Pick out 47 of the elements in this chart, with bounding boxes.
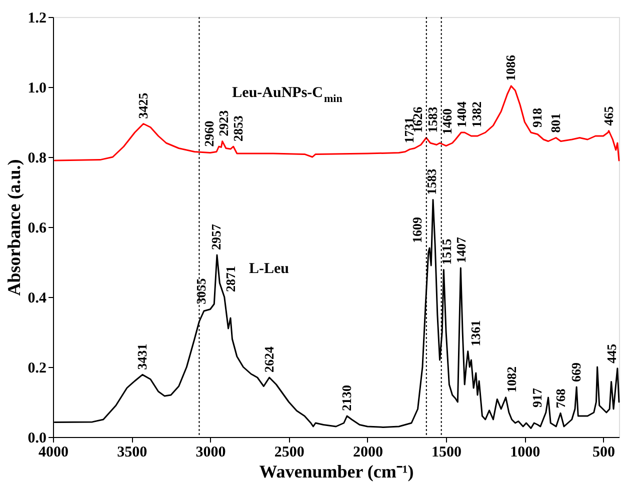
x-tick-label: 3500 [117,444,148,460]
annotation: 801 [548,113,563,133]
annotation: 1082 [504,366,519,392]
y-tick-label: 1.0 [28,80,46,96]
annotation: 1609 [409,216,424,243]
line-series [54,85,620,162]
x-tick-label: 500 [592,444,616,460]
annotation: 465 [600,106,616,126]
annotation: 2957 [208,224,224,250]
y-tick-label: 0.2 [28,360,46,376]
x-tick-label: 2500 [274,444,304,460]
annotation: 3055 [194,278,209,304]
annotation: 3425 [135,92,150,119]
annotation: 768 [553,388,568,408]
annotation: 1086 [503,54,518,81]
x-tick-label: 2000 [352,444,383,460]
annotation: 2130 [339,385,354,411]
x-axis-title: Wavenumber (cm⁻¹) [259,462,414,482]
annotation: 1404 [454,101,470,128]
annotation: 1361 [468,320,484,346]
annotation: 3431 [134,344,150,370]
series-label: L-Leu [248,261,290,277]
annotation: 918 [530,108,545,128]
annotation: 1515 [438,238,454,265]
x-tick-label: 4000 [38,444,68,460]
annotation: 669 [568,362,584,382]
annotation: 1583 [424,168,440,195]
y-tick-label: 0.4 [28,290,47,306]
y-tick-label: 0.8 [28,150,46,166]
annotation: 917 [530,388,545,408]
annotation: 1407 [454,236,469,263]
annotation: 1382 [468,102,484,128]
annotation: 1460 [439,108,454,134]
annotation: 445 [604,343,619,364]
x-tick-label: 3000 [196,444,226,460]
y-axis-title: Absorbance (a.u.) [4,159,24,296]
annotation: 2624 [261,346,276,372]
annotation: 1583 [424,106,440,133]
annotation: 2871 [223,266,238,292]
annotation: 2923 [216,110,232,136]
x-tick-label: 1000 [510,444,540,460]
annotation: 2960 [201,120,216,147]
x-tick-label: 1500 [432,444,462,460]
y-tick-label: 0.0 [28,430,46,446]
y-tick-label: 0.6 [28,220,47,236]
y-tick-label: 1.2 [28,10,46,26]
annotation: 2853 [230,115,246,142]
